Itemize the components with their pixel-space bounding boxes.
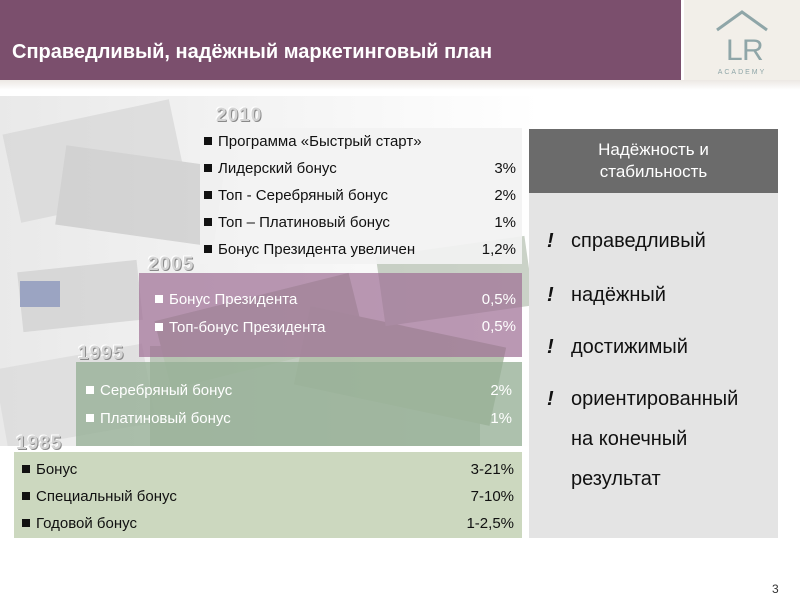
timeline-band-2005: Бонус Президента 0,5% Топ-бонус Президен… [139,273,522,357]
bonus-value: 1% [490,410,512,427]
exclamation-icon: ! [547,230,554,252]
year-label-2005: 2005 [148,254,195,275]
timeline-band-1985: Бонус 3-21% Специальный бонус 7-10% Годо… [14,452,522,538]
timeline-band-2010: Программа «Быстрый старт» Лидерский бону… [200,128,522,264]
logo-caption: ACADEMY [718,69,767,76]
year-label-2010: 2010 [216,105,263,126]
square-bullet-icon [204,191,212,199]
square-bullet-icon [204,245,212,253]
bonus-value: 2% [494,187,516,204]
panel-heading: Надёжность и стабильность [529,129,778,193]
square-bullet-icon [155,323,163,331]
page-number: 3 [772,582,779,596]
list-item: Топ - Серебряный бонус [204,187,388,204]
svg-text:L: L [726,34,743,67]
slide-title: Справедливый, надёжный маркетинговый пла… [12,41,493,63]
bonus-value: 1% [494,214,516,231]
timeline-band-1995: Серебряный бонус 2% Платиновый бонус 1% [76,362,522,446]
square-bullet-icon [22,492,30,500]
bonus-value: 2% [490,382,512,399]
panel-heading-line: Надёжность и [598,140,709,159]
header-divider [0,80,800,90]
list-item: Топ – Платиновый бонус [204,214,390,231]
list-item: Бонус Президента увеличен [204,241,415,258]
list-item: Лидерский бонус [204,160,337,177]
svg-text:R: R [742,34,764,67]
list-item: Серебряный бонус [86,382,232,399]
bonus-value: 1,2% [481,241,516,258]
year-label-1995: 1995 [78,343,125,364]
square-bullet-icon [86,386,94,394]
lr-house-logo-icon: L R ACADEMY [716,10,768,76]
square-bullet-icon [86,414,94,422]
bonus-value: 0,5% [481,291,516,308]
bonus-value: 3-21% [470,461,514,478]
square-bullet-icon [22,519,30,527]
panel-body: ! справедливый ! надёжный ! достижимый !… [529,193,778,538]
bonus-value: 1-2,5% [466,515,514,532]
slide-header: Справедливый, надёжный маркетинговый пла… [0,0,800,80]
list-item: Бонус Президента [155,291,297,308]
exclamation-icon: ! [547,336,554,358]
list-item: Платиновый бонус [86,410,231,427]
list-item: Бонус [22,461,77,478]
exclamation-icon: ! [547,388,554,410]
bonus-value: 0,5% [481,318,516,335]
exclamation-icon: ! [547,284,554,306]
bonus-value: 3% [494,160,516,177]
year-label-1985: 1985 [16,433,63,454]
panel-heading-line: стабильность [599,162,708,181]
list-item: Годовой бонус [22,515,137,532]
square-bullet-icon [22,465,30,473]
square-bullet-icon [155,295,163,303]
square-bullet-icon [204,218,212,226]
list-item: Программа «Быстрый старт» [204,133,422,150]
square-bullet-icon [204,137,212,145]
list-item: Топ-бонус Президента [155,319,325,336]
list-item: Специальный бонус [22,488,177,505]
lr-academy-logo: L R ACADEMY [681,0,800,80]
bonus-value: 7-10% [470,488,514,505]
square-bullet-icon [204,164,212,172]
